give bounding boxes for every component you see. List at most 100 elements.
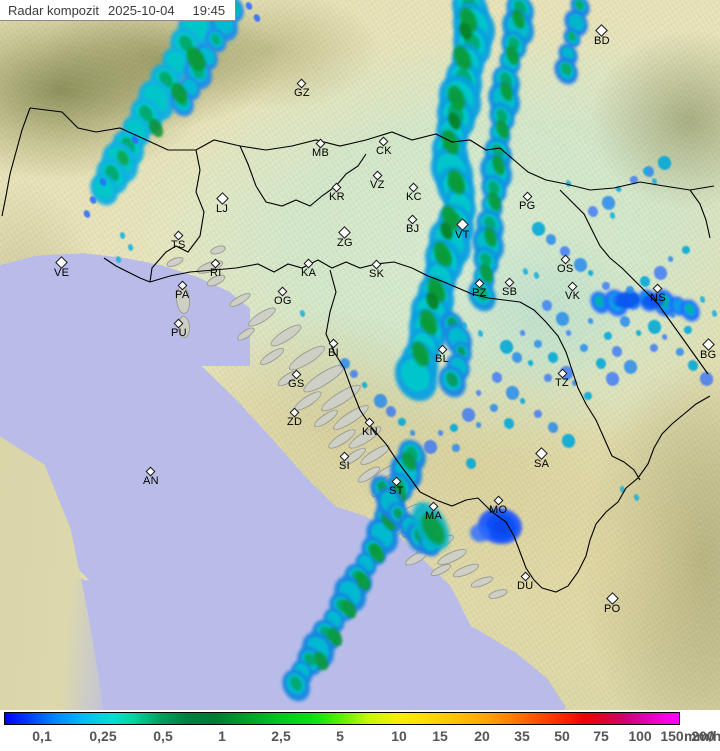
city-label-bi: BI [328,338,339,359]
city-code: SB [502,286,518,298]
city-code: VZ [370,179,385,191]
city-code: KA [301,267,317,279]
city-code: SA [534,458,550,470]
radar-echo-layer [82,0,718,706]
city-code: DU [517,580,534,592]
city-code: BG [700,349,717,361]
city-label-mb: MB [312,138,330,159]
city-label-pg: PG [519,191,536,212]
city-code: PZ [472,287,487,299]
city-code: BD [594,35,610,47]
city-label-vz: VZ [370,170,385,191]
city-label-kn: KN [362,417,378,438]
city-label-du: DU [517,571,534,592]
city-code: ZG [337,237,353,249]
city-label-ve: VE [54,256,70,279]
city-code: VE [54,267,70,279]
city-label-lj: LJ [215,192,229,215]
city-label-zg: ZG [337,226,353,249]
legend-tick-12: 100 [628,728,652,744]
city-code: RI [210,267,222,279]
city-label-gs: GS [288,369,305,390]
city-label-pz: PZ [472,278,487,299]
legend-tick-7: 15 [432,728,448,744]
city-label-pu: PU [171,318,187,339]
city-label-ck: CK [376,136,392,157]
city-code: KR [329,191,345,203]
city-label-bl: BL [435,344,449,365]
legend-tick-3: 1 [218,728,226,744]
city-label-bg: BG [700,338,717,361]
city-label-pa: PA [175,280,190,301]
city-code: OS [557,263,574,275]
legend-unit: mm/h [684,728,720,744]
city-code: TZ [555,377,570,389]
city-label-bj: BJ [406,214,419,235]
city-label-an: AN [143,466,159,487]
city-label-zd: ZD [287,407,303,428]
city-label-st: ST [389,476,404,497]
city-code: PA [175,289,190,301]
legend-tick-1: 0,25 [89,728,117,744]
city-code: MO [489,504,508,516]
city-label-tz: TZ [555,368,570,389]
city-label-sb: SB [502,277,518,298]
city-code: PO [604,603,621,615]
city-label-og: OG [274,286,292,307]
city-label-vt: VT [455,218,470,241]
city-code: ZD [287,416,303,428]
city-label-kr: KR [329,182,345,203]
city-code: PG [519,200,536,212]
legend-tick-8: 20 [474,728,490,744]
legend-tick-2: 0,5 [153,728,173,744]
legend-tick-13: 150 [660,728,684,744]
country-borders-layer [1,107,715,593]
legend-tick-10: 50 [554,728,570,744]
city-code: KC [406,191,422,203]
legend-tick-9: 35 [514,728,530,744]
city-code: ST [389,485,404,497]
legend-tick-5: 5 [336,728,344,744]
city-code: MA [425,510,443,522]
city-code: NS [650,292,666,304]
city-code: SI [339,460,350,472]
city-code: SK [369,268,385,280]
city-label-ka: KA [301,258,317,279]
title-date: 2025-10-04 [108,2,175,18]
title-bar: Radar kompozit 2025-10-04 19:45 [0,0,237,21]
city-label-mo: MO [489,495,508,516]
radar-map[interactable]: GZ MB CK VZ KR KC LJ BJ VT ZG PG BD TS RI VE KA SK OS PA OG… [0,0,720,710]
city-label-gz: GZ [294,78,310,99]
city-label-ns: NS [650,283,666,304]
city-code: PU [171,327,187,339]
city-code: VT [455,229,470,241]
legend-tick-0: 0,1 [32,728,52,744]
city-label-vk: VK [565,281,581,302]
city-code: GS [288,378,305,390]
city-code: VK [565,290,581,302]
city-code: TS [171,239,186,251]
city-label-sk: SK [369,259,385,280]
city-label-sa: SA [534,447,550,470]
legend: 0,10,250,512,55101520355075100150200250m… [0,710,720,751]
city-label-kc: KC [406,182,422,203]
city-code: GZ [294,87,310,99]
city-code: LJ [216,203,229,215]
city-label-si: SI [339,451,350,472]
city-label-ri: RI [210,258,222,279]
city-code: OG [274,295,292,307]
legend-tick-4: 2,5 [271,728,291,744]
city-code: KN [362,426,378,438]
legend-tick-labels: 0,10,250,512,55101520355075100150200250m… [0,726,720,750]
city-code: BI [328,347,339,359]
legend-color-bar [4,712,680,725]
title-time: 19:45 [192,2,226,18]
title-product: Radar kompozit [8,2,100,18]
city-label-bd: BD [594,24,610,47]
city-label-ma: MA [425,501,443,522]
city-code: MB [312,147,330,159]
radar-echo-haze [400,180,680,440]
city-label-ts: TS [171,230,186,251]
city-code: CK [376,145,392,157]
